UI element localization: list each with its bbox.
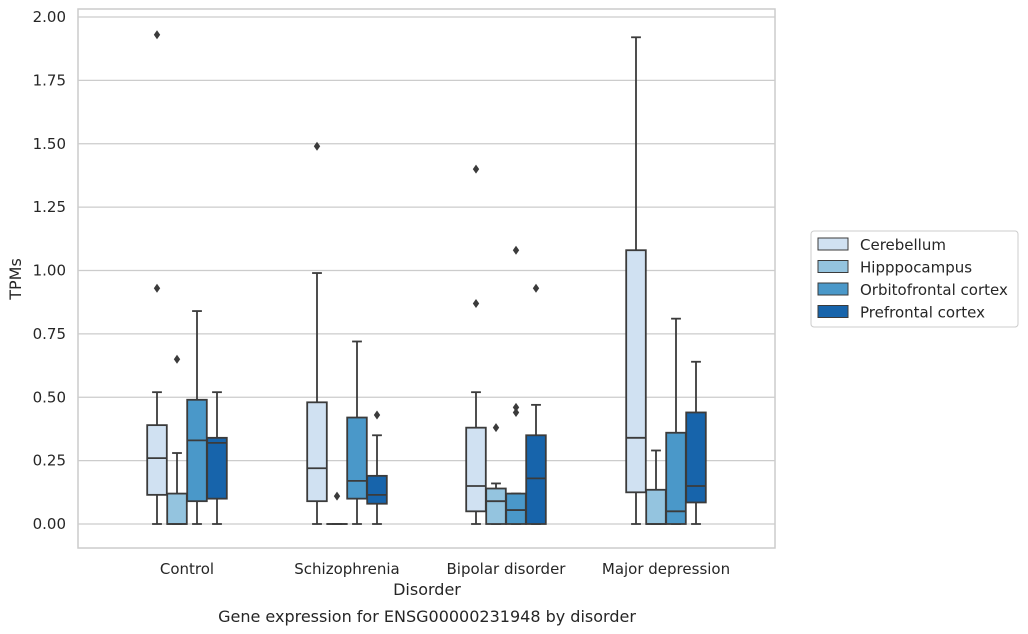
x-tick-label: Schizophrenia [294,560,399,578]
y-axis-ticks: 0.00 0.25 0.50 0.75 1.00 1.25 1.50 1.75 2.00 [33,8,66,533]
legend-label: Hipppocampus [860,259,972,277]
y-tick-label: 0.50 [33,388,66,406]
box-body [186,398,208,503]
box-body [346,416,368,500]
y-tick-label: 0.75 [33,325,66,343]
box-orbitofrontal-cortex [505,245,527,525]
box-orbitofrontal-cortex [346,340,368,525]
box-hipppocampus [645,449,667,525]
outlier-point [373,410,381,420]
x-axis-label: Disorder [393,580,461,599]
box-cerebellum [625,36,647,525]
chart-title: Gene expression for ENSG00000231948 by d… [218,607,636,626]
legend-label: Prefrontal cortex [860,304,985,322]
box-orbitofrontal-cortex [186,310,208,525]
legend-label: Orbitofrontal cortex [860,281,1008,299]
box-cerebellum [465,164,487,525]
legend: Cerebellum Hipppocampus Orbitofrontal cort… [810,230,1019,328]
y-tick-label: 1.25 [33,198,66,216]
box-prefrontal-cortex [525,283,547,525]
box-body [366,474,388,505]
box-cerebellum [306,141,328,525]
legend-swatch [817,282,849,296]
legend-swatch [817,237,849,251]
y-tick-label: 1.75 [33,71,66,89]
box-body [465,426,487,513]
outlier-point [512,402,520,412]
legend-swatch [817,305,849,318]
y-tick-label: 0.00 [33,515,66,533]
outlier-point [512,245,520,255]
box-body [166,492,188,525]
box-series-layer [146,30,707,525]
box-body [146,424,168,496]
y-tick-label: 0.25 [33,452,66,470]
outlier-point [492,423,500,433]
x-tick-label: Bipolar disorder [447,560,567,578]
box-prefrontal-cortex [366,410,388,525]
y-tick-label: 1.50 [33,135,66,153]
outlier-point [472,164,480,174]
box-body [206,436,228,500]
x-tick-label: Control [160,560,214,578]
box-cerebellum [146,30,168,525]
box-body [645,488,667,525]
outlier-point [313,141,321,151]
box-hipppocampus [485,423,507,525]
outlier-point [532,283,540,293]
box-orbitofrontal-cortex [665,317,687,525]
box-hipppocampus [166,354,188,525]
box-body [505,492,527,525]
legend-frame [810,230,1019,328]
outlier-point [153,283,161,293]
plot-area-frame [77,8,776,549]
box-body [665,431,687,525]
y-axis-label: TPMs [6,258,25,301]
y-tick-label: 2.00 [33,8,66,26]
outlier-point [472,298,480,308]
box-body [685,411,707,504]
outlier-point [333,491,341,501]
box-prefrontal-cortex [685,360,707,525]
outlier-point [512,407,520,417]
x-tick-label: Major depression [602,560,730,578]
box-hipppocampus [326,491,348,525]
y-tick-label: 1.00 [33,262,66,280]
x-axis-ticks: Control Schizophrenia Bipolar disorder Majo… [160,560,730,578]
legend-swatch [817,260,849,273]
box-body [485,487,507,525]
box-body [525,434,547,525]
box-body [306,401,328,503]
legend-label: Cerebellum [860,236,946,254]
box-prefrontal-cortex [206,391,228,525]
box-body [625,249,647,494]
outlier-point [173,354,181,364]
outlier-point [153,30,161,40]
